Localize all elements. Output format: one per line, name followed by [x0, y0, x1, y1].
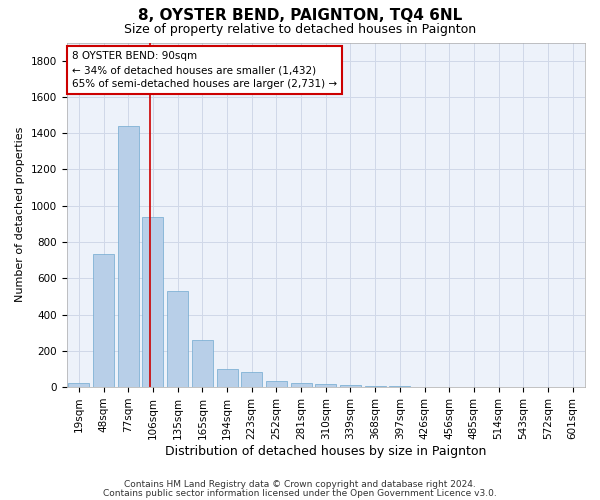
Bar [340, 386, 361, 387]
Bar [142, 216, 163, 387]
Bar [167, 291, 188, 387]
Y-axis label: Number of detached properties: Number of detached properties [15, 127, 25, 302]
Bar [290, 384, 311, 387]
Bar [389, 386, 410, 387]
Bar [266, 380, 287, 387]
Bar [68, 384, 89, 387]
X-axis label: Distribution of detached houses by size in Paignton: Distribution of detached houses by size … [165, 444, 487, 458]
Text: 8, OYSTER BEND, PAIGNTON, TQ4 6NL: 8, OYSTER BEND, PAIGNTON, TQ4 6NL [138, 8, 462, 22]
Bar [192, 340, 213, 387]
Text: Size of property relative to detached houses in Paignton: Size of property relative to detached ho… [124, 22, 476, 36]
Bar [365, 386, 386, 387]
Bar [315, 384, 336, 387]
Bar [93, 254, 114, 387]
Bar [241, 372, 262, 387]
Text: 8 OYSTER BEND: 90sqm
← 34% of detached houses are smaller (1,432)
65% of semi-de: 8 OYSTER BEND: 90sqm ← 34% of detached h… [72, 51, 337, 89]
Bar [217, 369, 238, 387]
Text: Contains public sector information licensed under the Open Government Licence v3: Contains public sector information licen… [103, 489, 497, 498]
Bar [118, 126, 139, 387]
Text: Contains HM Land Registry data © Crown copyright and database right 2024.: Contains HM Land Registry data © Crown c… [124, 480, 476, 489]
